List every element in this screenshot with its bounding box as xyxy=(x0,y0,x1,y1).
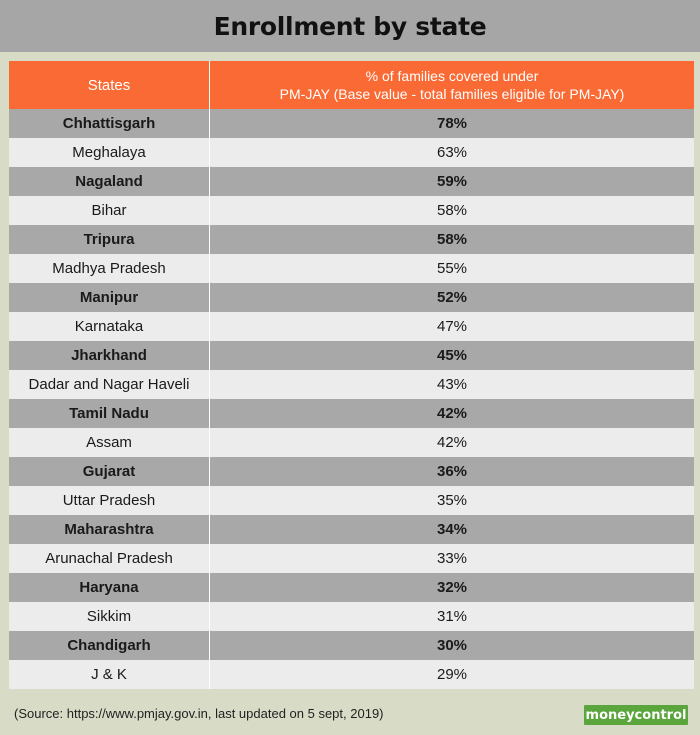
coverage-cell: 29% xyxy=(436,666,468,683)
table-row: Haryana 32% xyxy=(9,573,694,602)
state-cell: Chhattisgarh xyxy=(9,109,210,138)
coverage-cell: 47% xyxy=(436,318,468,335)
state-cell: Haryana xyxy=(9,573,210,602)
state-cell: Madhya Pradesh xyxy=(9,254,210,283)
state-cell: Arunachal Pradesh xyxy=(9,544,210,573)
coverage-cell: 63% xyxy=(436,144,468,161)
coverage-cell: 58% xyxy=(436,202,468,219)
table-row: Gujarat 36% xyxy=(9,457,694,486)
table-row: Uttar Pradesh 35% xyxy=(9,486,694,515)
chart-title: Enrollment by state xyxy=(213,11,487,41)
coverage-cell: 58% xyxy=(436,231,468,248)
coverage-cell: 78% xyxy=(436,115,468,132)
table-row: Sikkim 31% xyxy=(9,602,694,631)
coverage-cell: 30% xyxy=(436,637,468,654)
coverage-cell: 52% xyxy=(436,289,468,306)
state-cell: J & K xyxy=(9,660,210,689)
state-cell: Meghalaya xyxy=(9,138,210,167)
coverage-cell: 31% xyxy=(436,608,468,625)
table-row: Dadar and Nagar Haveli 43% xyxy=(9,370,694,399)
state-cell: Gujarat xyxy=(9,457,210,486)
state-cell: Bihar xyxy=(9,196,210,225)
table-row: Manipur 52% xyxy=(9,283,694,312)
state-cell: Jharkhand xyxy=(9,341,210,370)
coverage-cell: 45% xyxy=(436,347,468,364)
header-coverage: % of families covered under PM-JAY (Base… xyxy=(210,61,694,109)
table-row: Chandigarh 30% xyxy=(9,631,694,660)
coverage-cell: 43% xyxy=(436,376,468,393)
state-cell: Karnataka xyxy=(9,312,210,341)
enrollment-table: States % of families covered under PM-JA… xyxy=(9,61,694,689)
table-body: Chhattisgarh 78% Meghalaya 63% Nagaland 59% Bi… xyxy=(9,109,694,689)
coverage-cell: 42% xyxy=(436,405,468,422)
table-row: Bihar 58% xyxy=(9,196,694,225)
moneycontrol-logo: moneycontrol xyxy=(584,705,688,725)
source-note: (Source: https://www.pmjay.gov.in, last … xyxy=(14,706,384,721)
coverage-cell: 59% xyxy=(436,173,468,190)
coverage-cell: 36% xyxy=(436,463,468,480)
table-header: States % of families covered under PM-JA… xyxy=(9,61,694,109)
table-row: Karnataka 47% xyxy=(9,312,694,341)
coverage-cell: 35% xyxy=(436,492,468,509)
state-cell: Sikkim xyxy=(9,602,210,631)
state-cell: Manipur xyxy=(9,283,210,312)
coverage-cell: 32% xyxy=(436,579,468,596)
state-cell: Assam xyxy=(9,428,210,457)
table-row: Tripura 58% xyxy=(9,225,694,254)
table-row: Chhattisgarh 78% xyxy=(9,109,694,138)
title-bar: Enrollment by state xyxy=(0,0,700,52)
table-row: Assam 42% xyxy=(9,428,694,457)
table-row: Nagaland 59% xyxy=(9,167,694,196)
coverage-cell: 55% xyxy=(436,260,468,277)
table-row: Maharashtra 34% xyxy=(9,515,694,544)
coverage-cell: 42% xyxy=(436,434,468,451)
header-coverage-line2: PM-JAY (Base value - total families elig… xyxy=(279,86,625,102)
table-row: Jharkhand 45% xyxy=(9,341,694,370)
table-row: Tamil Nadu 42% xyxy=(9,399,694,428)
coverage-cell: 33% xyxy=(436,550,468,567)
state-cell: Dadar and Nagar Haveli xyxy=(9,370,210,399)
table-row: Arunachal Pradesh 33% xyxy=(9,544,694,573)
state-cell: Nagaland xyxy=(9,167,210,196)
table-row: J & K 29% xyxy=(9,660,694,689)
state-cell: Maharashtra xyxy=(9,515,210,544)
table-row: Madhya Pradesh 55% xyxy=(9,254,694,283)
header-coverage-line1: % of families covered under xyxy=(365,68,539,84)
state-cell: Tripura xyxy=(9,225,210,254)
state-cell: Chandigarh xyxy=(9,631,210,660)
header-states: States xyxy=(9,61,210,109)
table-row: Meghalaya 63% xyxy=(9,138,694,167)
coverage-cell: 34% xyxy=(436,521,468,538)
state-cell: Uttar Pradesh xyxy=(9,486,210,515)
state-cell: Tamil Nadu xyxy=(9,399,210,428)
